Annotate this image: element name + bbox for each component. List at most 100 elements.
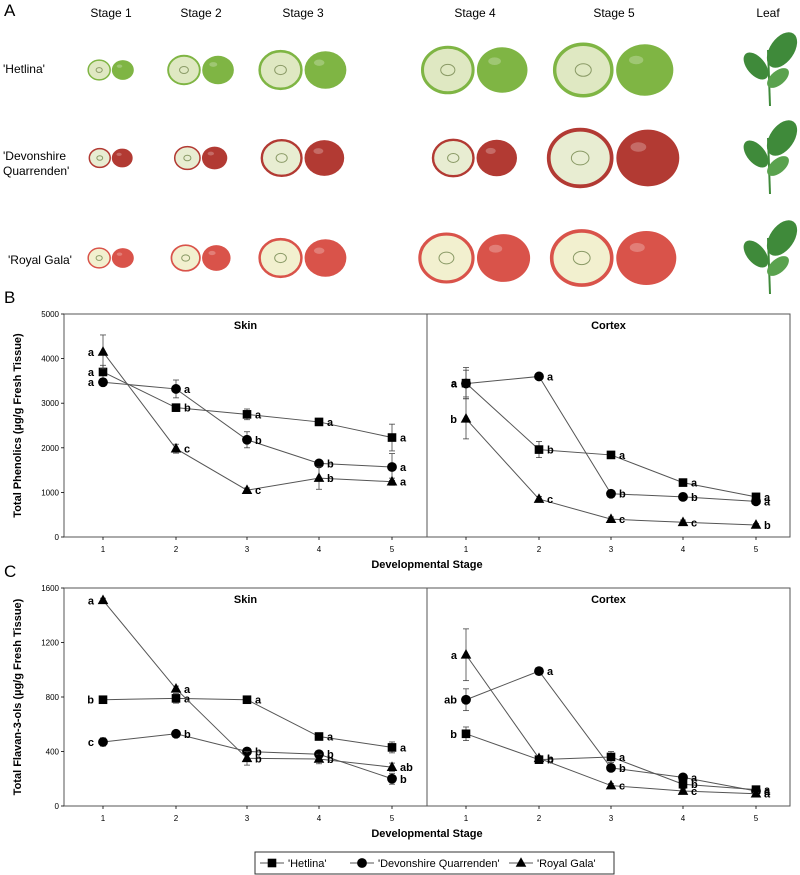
legend-item-devonshire-quarrenden-label: 'Devonshire Quarrenden': [378, 858, 500, 870]
total-phenolics-g-g-fresh-tissue-skin-hetlina-point-4: [314, 417, 324, 427]
fruit-devonshire-quarrenden-stage-1-cut: [88, 147, 111, 169]
total-flavan-3-ols-g-g-fresh-tissue-cortex-x-tick-label-1: 1: [464, 814, 469, 823]
total-flavan-3-ols-g-g-fresh-tissue-skin-royal-gala-letter-1: a: [88, 595, 95, 607]
y-tick-label-4000: 4000: [41, 355, 59, 364]
fruit-hetlina-stage-2-core: [179, 66, 189, 74]
fruit-royal-gala-stage-4-highlight: [488, 244, 503, 253]
leaf-hetlina-blade-3: [767, 68, 789, 88]
fruit-royal-gala-stage-2-highlight: [208, 250, 216, 256]
fruit-devonshire-quarrenden-stage-3-whole: [304, 140, 345, 176]
total-flavan-3-ols-g-g-fresh-tissue-cortex-devonshire-quarrenden-letter-5: a: [764, 786, 771, 798]
panel-b-total-phenolics: B 0 1000 2000 3000 4000 5000 Total Phenolics (…: [4, 288, 791, 571]
total-flavan-3-ols-g-g-fresh-tissue-skin-devonshire-quarrenden-letter-5: b: [400, 774, 407, 786]
fruit-devonshire-quarrenden-stage-5-cut: [546, 127, 614, 189]
fruit-hetlina-stage-1-highlight: [116, 64, 123, 68]
total-phenolics-g-g-fresh-tissue-skin-royal-gala-point-2: [170, 442, 182, 453]
total-phenolics-g-g-fresh-tissue-skin-devonshire-quarrenden-letter-3: b: [255, 435, 262, 447]
fruit-royal-gala-stage-5-core: [572, 250, 591, 266]
total-flavan-3-ols-g-g-fresh-tissue-cortex-royal-gala-letter-4: c: [691, 786, 697, 798]
total-flavan-3-ols-g-g-fresh-tissue-skin-x-tick-label-5: 5: [390, 814, 395, 823]
total-flavan-3-ols-g-g-fresh-tissue-cortex-devonshire-quarrenden-letter-3: b: [619, 763, 626, 775]
fruit-royal-gala-stage-2-core: [181, 254, 191, 262]
leaf-hetlina-blade-1: [766, 32, 798, 68]
panel-c-letter: C: [4, 562, 16, 581]
total-phenolics-g-g-fresh-tissue-skin-x-tick-label-5: 5: [390, 545, 395, 554]
fruit-hetlina-stage-2-cut: [167, 54, 201, 86]
total-phenolics-g-g-fresh-tissue-skin-royal-gala-letter-1: a: [88, 347, 95, 359]
total-phenolics-g-g-fresh-tissue-cortex-x-tick-label-2: 2: [537, 545, 542, 554]
total-phenolics-g-g-fresh-tissue-skin-hetlina-letter-2: b: [184, 403, 191, 415]
total-phenolics-g-g-fresh-tissue-cortex-x-tick-label-1: 1: [464, 545, 469, 554]
total-phenolics-g-g-fresh-tissue-skin-devonshire-quarrenden-line: [102, 381, 393, 468]
total-phenolics-g-g-fresh-tissue-skin-x-tick-label-1: 1: [101, 545, 106, 554]
total-flavan-3-ols-g-g-fresh-tissue-cortex-royal-gala-letter-1: a: [451, 650, 458, 662]
total-phenolics-g-g-fresh-tissue-skin-hetlina-letter-3: a: [255, 409, 262, 421]
total-phenolics-g-g-fresh-tissue-skin-royal-gala-letter-2: c: [184, 444, 190, 456]
total-flavan-3-ols-g-g-fresh-tissue-skin-devonshire-quarrenden-point-2: [171, 728, 181, 739]
total-phenolics-g-g-fresh-tissue-cortex-royal-gala-point-1: [460, 413, 472, 423]
total-phenolics-g-g-fresh-tissue-cortex-devonshire-quarrenden-letter-2: a: [547, 371, 554, 383]
legend-item-hetlina-marker: [267, 858, 277, 868]
row-header-devonshire-line-1: 'Devonshire: [3, 149, 66, 163]
fruit-hetlina-stage-4-core: [440, 63, 456, 77]
total-flavan-3-ols-g-g-fresh-tissue-cortex-hetlina-letter-3: a: [619, 752, 626, 764]
total-flavan-3-ols-g-g-fresh-tissue-cortex-hetlina-letter-1: b: [450, 729, 457, 741]
total-phenolics-g-g-fresh-tissue-cortex-devonshire-quarrenden-point-5: [751, 496, 761, 507]
total-flavan-3-ols-g-g-fresh-tissue-cortex-hetlina-point-3: [606, 752, 616, 762]
fruit-royal-gala-stage-4-cut: [418, 232, 475, 284]
row-header-hetlina: 'Hetlina': [3, 62, 45, 76]
total-phenolics-g-g-fresh-tissue-skin-royal-gala-line: [102, 351, 393, 491]
total-flavan-3-ols-g-g-fresh-tissue-skin-hetlina-point-1: [98, 695, 108, 705]
total-flavan-3-ols-g-g-fresh-tissue-cortex-devonshire-quarrenden-line: [465, 670, 757, 792]
total-flavan-3-ols-g-g-fresh-tissue-skin-hetlina-letter-1: b: [87, 695, 94, 707]
total-flavan-3-ols-g-g-fresh-tissue-cortex-royal-gala-letter-3: c: [619, 781, 625, 793]
total-flavan-3-ols-g-g-fresh-tissue-skin-royal-gala-letter-5: ab: [400, 762, 413, 774]
fruit-royal-gala-stage-5-cut: [549, 229, 614, 287]
total-flavan-3-ols-g-g-fresh-tissue-cortex-royal-gala-letter-5: a: [764, 789, 771, 801]
fruit-devonshire-quarrenden-stage-4-cut: [431, 138, 475, 178]
total-phenolics-g-g-fresh-tissue-skin-devonshire-quarrenden-point-4: [314, 458, 324, 469]
panel-b-letter: B: [4, 288, 15, 307]
total-flavan-3-ols-g-g-fresh-tissue-cortex-royal-gala-point-5: [750, 787, 762, 798]
fruit-royal-gala-stage-4-core: [438, 251, 455, 265]
total-flavan-3-ols-g-g-fresh-tissue-cortex-devonshire-quarrenden-point-2: [534, 666, 544, 677]
total-phenolics-g-g-fresh-tissue-skin-hetlina-point-3: [242, 410, 252, 419]
total-phenolics-g-g-fresh-tissue-skin-hetlina-letter-1: a: [88, 367, 95, 379]
total-phenolics-g-g-fresh-tissue-cortex-x-tick-label-5: 5: [754, 545, 759, 554]
leaf-royal-gala-blade-2: [743, 240, 769, 268]
fruit-hetlina-stage-5-cut: [552, 42, 614, 98]
total-flavan-3-ols-g-g-fresh-tissue-skin-hetlina-letter-3: a: [255, 695, 262, 707]
total-phenolics-g-g-fresh-tissue-skin-x-tick-label-4: 4: [317, 545, 322, 554]
total-phenolics-g-g-fresh-tissue-cortex-royal-gala-letter-5: b: [764, 520, 771, 532]
total-flavan-3-ols-g-g-fresh-tissue-skin-x-tick-label-1: 1: [101, 814, 106, 823]
legend-item-devonshire-quarrenden-marker: [357, 858, 367, 868]
total-phenolics-g-g-fresh-tissue-cortex-royal-gala-letter-1: b: [450, 414, 457, 426]
total-phenolics-g-g-fresh-tissue-skin-royal-gala-letter-3: c: [255, 485, 261, 497]
leaf-devonshire-quarrenden-blade-1: [766, 120, 798, 156]
fruit-devonshire-quarrenden-stage-5-highlight: [630, 142, 647, 152]
total-phenolics-g-g-fresh-tissue-skin-royal-gala-point-1: [97, 346, 109, 356]
total-flavan-3-ols-g-g-fresh-tissue-skin-devonshire-quarrenden-letter-3: b: [255, 747, 262, 759]
total-phenolics-g-g-fresh-tissue-skin-devonshire-quarrenden-point-3: [242, 434, 252, 445]
row-header-devonshire-line-2: Quarrenden': [3, 164, 69, 178]
total-phenolics-g-g-fresh-tissue-cortex-x-tick-label-4: 4: [681, 545, 686, 554]
column-header-stage-2: Stage 2: [180, 6, 222, 20]
fruit-devonshire-quarrenden-stage-5-core: [570, 150, 590, 166]
total-flavan-3-ols-g-g-fresh-tissue-skin-royal-gala-point-3: [241, 752, 253, 763]
total-flavan-3-ols-g-g-fresh-tissue-cortex-royal-gala-point-2: [533, 752, 545, 763]
row-header-royal-gala: 'Royal Gala': [8, 253, 72, 267]
fruit-royal-gala-stage-2-whole: [202, 245, 231, 271]
total-phenolics-g-g-fresh-tissue-skin-royal-gala-point-4: [313, 472, 325, 482]
fruit-hetlina-stage-3-core: [274, 64, 287, 76]
fruit-devonshire-quarrenden-stage-3-cut: [260, 138, 303, 178]
fruit-hetlina-stage-4-cut: [420, 45, 475, 95]
fruit-royal-gala-stage-1-core: [95, 255, 103, 261]
total-phenolics-g-g-fresh-tissue-cortex-hetlina-letter-5: a: [764, 492, 771, 504]
total-phenolics-g-g-fresh-tissue-cortex-royal-gala-point-5: [750, 519, 762, 529]
total-flavan-3-ols-g-g-fresh-tissue-cortex-hetlina-letter-4: b: [691, 779, 698, 791]
column-header-stage-3: Stage 3: [282, 6, 324, 20]
total-flavan-3-ols-g-g-fresh-tissue-cortex-devonshire-quarrenden-point-4: [678, 772, 688, 783]
total-flavan-3-ols-g-g-fresh-tissue-skin-royal-gala-point-2: [170, 683, 182, 693]
fruit-hetlina-stage-4-highlight: [488, 57, 501, 65]
